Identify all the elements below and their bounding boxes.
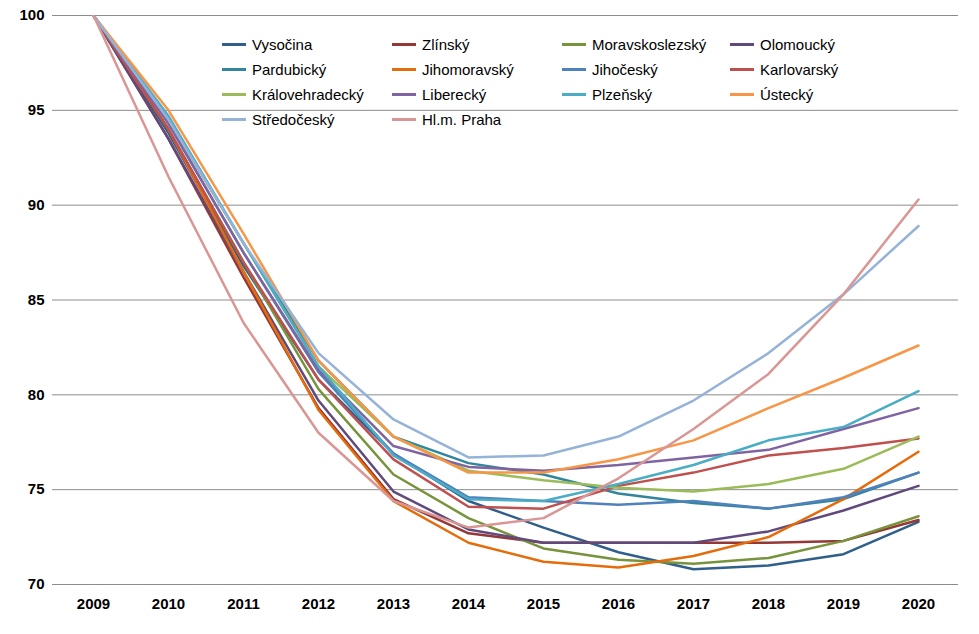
svg-text:90: 90 (28, 196, 45, 213)
svg-text:2012: 2012 (302, 595, 335, 612)
svg-text:100: 100 (19, 6, 44, 23)
svg-text:2020: 2020 (902, 595, 935, 612)
html-text:Vysočina: Vysočina (252, 36, 313, 53)
html-text:Královehradecký: Královehradecký (252, 86, 364, 103)
html-text:Karlovarský: Karlovarský (760, 61, 839, 78)
svg-text:85: 85 (28, 291, 45, 308)
svg-text:2017: 2017 (677, 595, 710, 612)
svg-text:2013: 2013 (377, 595, 410, 612)
svg-text:2018: 2018 (752, 595, 785, 612)
svg-text:80: 80 (28, 386, 45, 403)
svg-text:70: 70 (28, 575, 45, 592)
svg-text:2014: 2014 (452, 595, 486, 612)
html-text:Hl.m. Praha: Hl.m. Praha (422, 111, 502, 128)
html-text:Plzeňský: Plzeňský (592, 86, 652, 103)
svg-text:2009: 2009 (77, 595, 110, 612)
svg-text:2015: 2015 (527, 595, 560, 612)
html-text:Jihomoravský: Jihomoravský (422, 61, 514, 78)
html-text:Středočeský: Středočeský (252, 111, 335, 128)
html-text:Liberecký: Liberecký (422, 86, 487, 103)
svg-text:2019: 2019 (827, 595, 860, 612)
svg-text:2010: 2010 (152, 595, 185, 612)
html-text:Pardubický: Pardubický (252, 61, 327, 78)
svg-text:2011: 2011 (227, 595, 260, 612)
svg-text:75: 75 (28, 480, 45, 497)
html-text:Jihočeský: Jihočeský (592, 61, 658, 78)
html-text:Ústecký: Ústecký (760, 86, 814, 103)
html-text:Olomoucký: Olomoucký (760, 36, 835, 53)
html-text:Zlínský: Zlínský (422, 36, 470, 53)
svg-text:2016: 2016 (602, 595, 635, 612)
svg-text:95: 95 (28, 101, 45, 118)
html-text:Moravskoslezský: Moravskoslezský (592, 36, 707, 53)
